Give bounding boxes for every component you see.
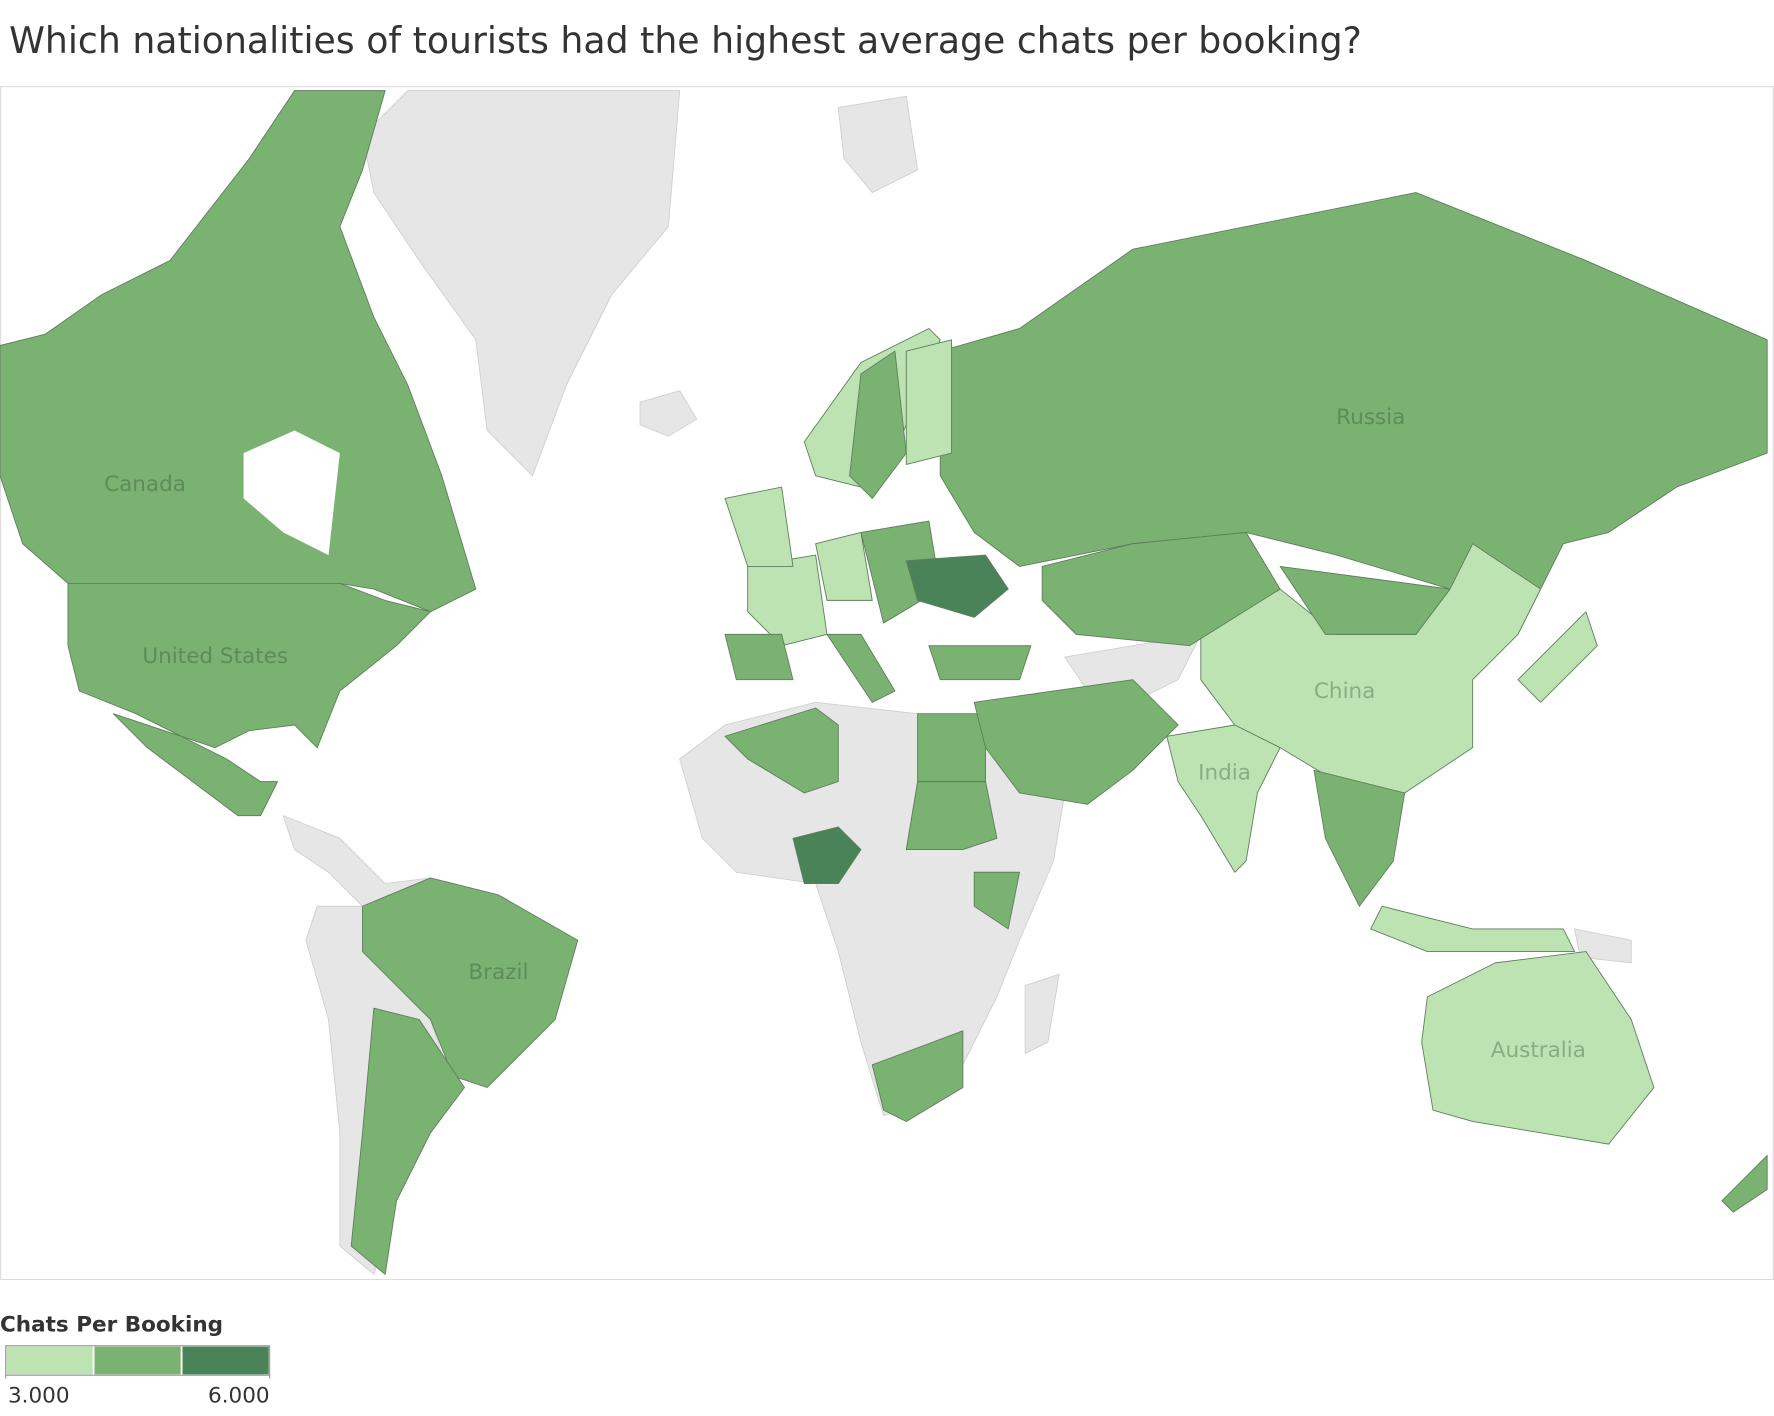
legend-title: Chats Per Booking xyxy=(0,1312,223,1337)
legend-swatch xyxy=(180,1344,271,1377)
map: Canada United States Brazil Russia China… xyxy=(0,86,1774,1281)
region-shape xyxy=(362,877,579,1088)
region-label: Russia xyxy=(1336,405,1405,430)
legend-tick-label: 3.000 xyxy=(8,1384,70,1409)
hudson-bay xyxy=(243,430,340,556)
other-countries xyxy=(112,328,1768,1275)
region-shape xyxy=(939,192,1768,613)
region-shape xyxy=(1166,724,1281,873)
region-label: Brazil xyxy=(468,960,528,985)
region-shape xyxy=(67,582,431,749)
legend: Chats Per Booking 3.000 6.000 xyxy=(0,1312,271,1409)
title: Which nationalities of tourists had the … xyxy=(9,19,1362,62)
region-label: India xyxy=(1198,761,1251,786)
region-label: United States xyxy=(142,644,288,669)
region-label: Australia xyxy=(1491,1038,1586,1063)
legend-swatch xyxy=(4,1344,95,1377)
legend-frame xyxy=(5,1345,271,1376)
legend-swatch xyxy=(92,1344,183,1377)
legend-tick-label: 6.000 xyxy=(208,1384,270,1409)
region-label: China xyxy=(1314,679,1375,704)
region-label: Canada xyxy=(104,472,186,497)
region-shape xyxy=(1421,951,1655,1145)
